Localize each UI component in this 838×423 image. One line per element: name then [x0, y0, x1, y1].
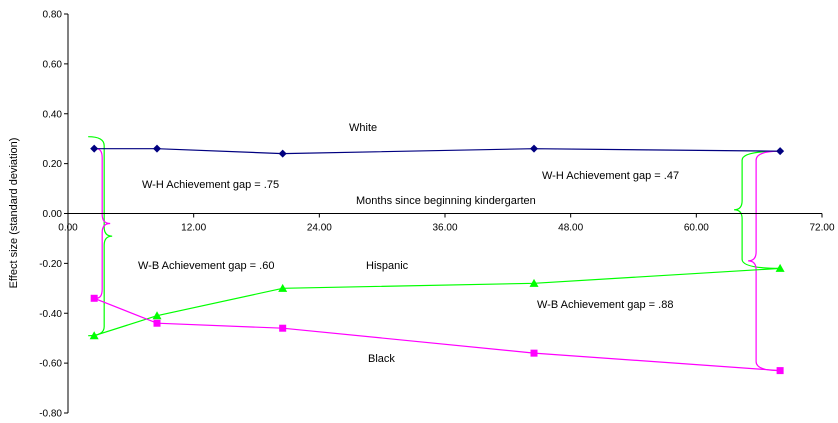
x-tick-label: 0.00	[58, 223, 78, 234]
data-point-black	[279, 324, 287, 332]
ticks: 0.00 12.00 24.00 36.00 48.00 60.00 72.00 0.80 0.…	[39, 10, 835, 420]
y-tick-label: -0.20	[39, 259, 62, 270]
series-line-hispanic	[94, 267, 781, 337]
series-label-black: Black	[368, 353, 395, 365]
x-tick-label: 72.00	[809, 223, 834, 234]
data-point-hispanic	[775, 263, 785, 272]
annotation-wb-gap-end: W-B Achievement gap = .88	[537, 299, 673, 311]
series-line-black	[93, 297, 781, 372]
data-point-black	[776, 367, 784, 375]
y-tick-label: 0.20	[43, 159, 63, 170]
data-point-white	[776, 147, 785, 156]
series-line-white	[94, 148, 781, 155]
x-axis-title: Months since beginning kindergarten	[356, 195, 536, 207]
data-point-hispanic	[89, 331, 99, 340]
data-point-black	[530, 349, 538, 357]
data-point-white	[278, 149, 287, 158]
data-point-black	[153, 319, 161, 327]
x-tick-label: 60.00	[684, 223, 709, 234]
annotation-wh-gap-start: W-H Achievement gap = .75	[142, 179, 279, 191]
annotation-wb-gap-start: W-B Achievement gap = .60	[138, 260, 274, 272]
y-tick-label: 0.40	[43, 109, 63, 120]
data-point-white	[530, 144, 539, 153]
y-tick-label: -0.80	[39, 409, 62, 420]
x-tick-label: 36.00	[432, 223, 457, 234]
brace-wb-gap-start	[96, 148, 111, 299]
y-tick-label: 0.80	[43, 10, 63, 21]
data-point-white	[153, 144, 162, 153]
data-point-hispanic	[529, 278, 539, 287]
y-tick-label: 0.60	[43, 59, 63, 70]
y-axis-title: Effect size (standard deviation)	[8, 138, 20, 289]
y-tick-label: 0.00	[43, 209, 63, 220]
brace-wh-gap-start	[88, 136, 113, 337]
series-layer	[89, 144, 785, 375]
series-label-hispanic: Hispanic	[366, 260, 409, 272]
data-point-white	[90, 144, 99, 153]
annotation-wh-gap-end: W-H Achievement gap = .47	[542, 170, 679, 182]
data-point-black	[90, 294, 98, 302]
data-point-hispanic	[278, 283, 288, 292]
y-tick-label: -0.40	[39, 309, 62, 320]
brace-wb-gap-end	[748, 150, 781, 372]
series-label-white: White	[349, 122, 377, 134]
x-tick-label: 12.00	[181, 223, 206, 234]
data-point-hispanic	[152, 311, 162, 320]
y-tick-label: -0.60	[39, 359, 62, 370]
x-tick-label: 48.00	[558, 223, 583, 234]
brace-wh-gap-end	[734, 150, 781, 269]
x-tick-label: 24.00	[307, 223, 332, 234]
